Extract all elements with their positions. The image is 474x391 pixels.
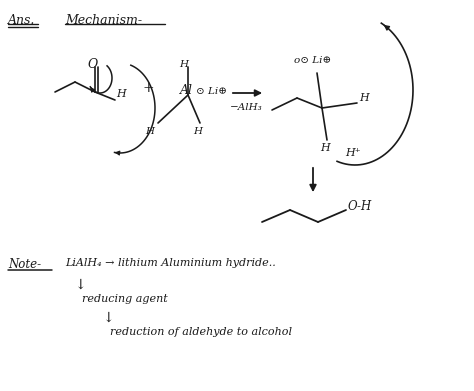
Text: +: +: [142, 81, 154, 95]
Text: O-H: O-H: [348, 199, 372, 212]
Text: o⊙ Li⊕: o⊙ Li⊕: [294, 56, 331, 65]
Text: H: H: [146, 127, 155, 136]
Text: Note-: Note-: [8, 258, 41, 271]
Text: reduction of aldehyde to alcohol: reduction of aldehyde to alcohol: [110, 327, 292, 337]
Text: −AlH₃: −AlH₃: [230, 103, 263, 112]
Text: H: H: [359, 93, 369, 103]
Text: H: H: [193, 127, 202, 136]
Text: reducing agent: reducing agent: [82, 294, 168, 304]
Text: Al: Al: [180, 84, 193, 97]
Text: LiAlH₄ → lithium Aluminium hydride..: LiAlH₄ → lithium Aluminium hydride..: [65, 258, 276, 268]
Text: O: O: [88, 58, 98, 71]
Text: ↓: ↓: [102, 311, 114, 325]
Text: H⁺: H⁺: [345, 148, 361, 158]
Text: H: H: [180, 60, 189, 69]
Text: ⊙ Li⊕: ⊙ Li⊕: [196, 88, 227, 97]
Text: H: H: [320, 143, 330, 153]
Text: Mechanism-: Mechanism-: [65, 14, 142, 27]
Text: Ans.: Ans.: [8, 14, 36, 27]
Text: ↓: ↓: [74, 278, 86, 292]
Text: H: H: [116, 89, 126, 99]
